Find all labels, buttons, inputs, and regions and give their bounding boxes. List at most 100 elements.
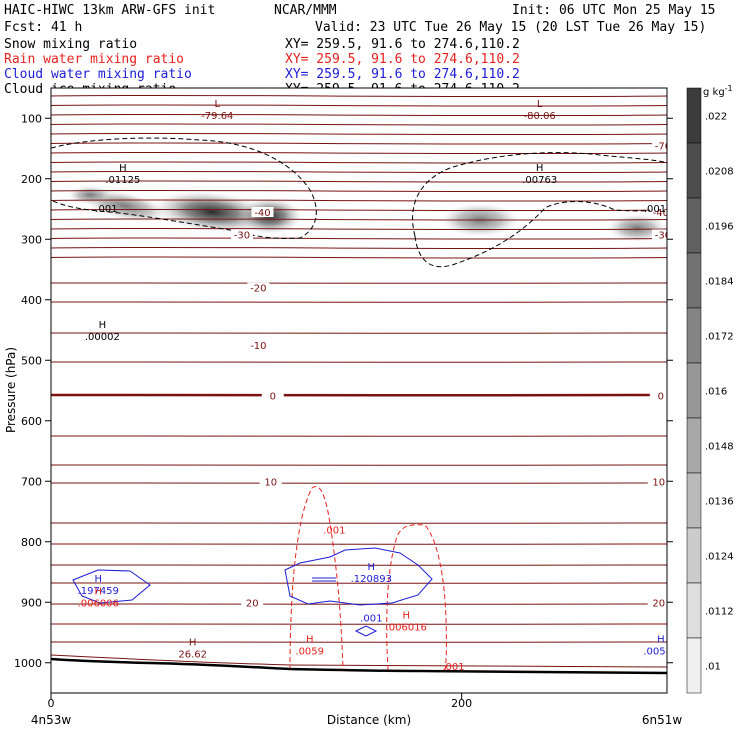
extremum-marker: L [215, 99, 221, 110]
contour-label: .001 [360, 613, 382, 624]
field-cloud-name: Cloud water mixing ratio [4, 67, 192, 82]
isotherm-label-bg [649, 207, 667, 218]
isotherm-label: 0 [270, 391, 276, 402]
cloud-contour-west [72, 569, 151, 604]
colorbar-label: .0112 [705, 607, 734, 618]
isotherm-label: -20 [250, 284, 266, 295]
isotherm-label-bg [647, 476, 667, 487]
header-forecast: Fcst: 41 h [4, 20, 82, 35]
isotherm-line [51, 464, 667, 466]
y-tick-label: 400 [21, 294, 42, 307]
extremum-value: .01125 [105, 175, 140, 186]
isotherm-label-bg [651, 140, 667, 151]
isotherm-label: -40 [254, 208, 270, 219]
colorbar-swatch [686, 362, 702, 419]
isotherm-line [51, 113, 667, 117]
ice-contour-west [51, 137, 317, 239]
y-tick-label: 300 [21, 233, 42, 246]
field-snow-name: Snow mixing ratio [4, 37, 137, 52]
isotherm-line [51, 582, 667, 584]
extremum-marker: H [94, 574, 102, 585]
extremum-value: .0059 [295, 647, 324, 658]
contour-label: .001 [323, 526, 345, 537]
isotherm-label: -10 [250, 341, 266, 352]
isotherm-line [51, 170, 667, 174]
colorbar-label: .016 [705, 387, 727, 398]
extremum-marker: H [657, 635, 665, 646]
isotherm-line [51, 199, 667, 202]
isotherm-line [51, 603, 667, 605]
plot-frame [50, 87, 668, 694]
x-endpoint-left: 4n53w [31, 713, 72, 727]
x-axis-label: Distance (km) [327, 713, 411, 727]
isotherm-line [51, 301, 667, 303]
isotherm-line [51, 227, 667, 231]
x-axis: 0 200 [48, 693, 472, 710]
isotherm-line [51, 180, 667, 183]
isotherm-label: 20 [246, 598, 259, 609]
rain-contour-east [386, 524, 447, 671]
isotherm-line [51, 237, 667, 240]
colorbar-swatch [686, 582, 702, 639]
colorbar-label: .0196 [705, 222, 734, 233]
isotherm-line [51, 332, 667, 334]
isotherm-line [51, 654, 667, 668]
isotherm-label-bg [651, 229, 667, 240]
colorbar-swatch [686, 472, 702, 529]
colorbar-label: .022 [705, 112, 727, 123]
snow-shading-west-edge [68, 186, 112, 204]
cloud-contour-center [284, 547, 433, 606]
cloud-contour-center-inner [312, 577, 336, 582]
extremum-marker: H [94, 586, 102, 597]
extremum-marker: L [537, 99, 543, 110]
x-tick-label: 0 [48, 697, 55, 710]
colorbar-swatch [686, 142, 702, 199]
extremum-marker: H [402, 610, 410, 621]
extremum-marker: H [306, 635, 314, 646]
isotherm-label-bg [647, 597, 667, 608]
isotherm-line [51, 104, 667, 107]
isotherm-line [51, 218, 667, 221]
x-endpoint-right: 6n51w [642, 713, 683, 727]
extremum-value: 26.62 [178, 650, 207, 661]
extremum-marker: H [189, 638, 197, 649]
isotherm-label: -30 [655, 230, 671, 241]
isotherm-line [51, 393, 667, 397]
isotherm-label-bg [241, 597, 264, 608]
colorbar-label: .0124 [705, 552, 734, 563]
ice-contour-center [412, 152, 667, 237]
colorbar-swatch [686, 87, 702, 144]
colorbar-label: .01 [705, 662, 721, 673]
header-title: HAIC-HIWC 13km ARW-GFS init [4, 3, 215, 18]
extremum-value: .006016 [386, 622, 427, 633]
contour-label: .001 [95, 204, 117, 215]
extremum-value: -79.64 [201, 111, 233, 122]
colorbar-swatch [686, 252, 702, 309]
isotherm-line [51, 482, 667, 484]
colorbar-label: .0148 [705, 442, 734, 453]
cloud-contour-small [354, 625, 378, 637]
y-tick-label: 100 [21, 112, 42, 125]
field-snow-xy: XY= 259.5, 91.6 to 274.6,110.2 [285, 37, 520, 52]
isotherm-line [51, 161, 667, 164]
field-rain-name: Rain water mixing ratio [4, 52, 184, 67]
isotherm-line [51, 564, 667, 566]
header-valid: Valid: 23 UTC Tue 26 May 15 (20 LST Tue … [315, 20, 706, 35]
ice-contour-east [414, 201, 667, 268]
isotherm-label-bg [259, 476, 282, 487]
isotherm-label-bg [247, 340, 270, 351]
plot-area [51, 88, 667, 693]
y-tick-label: 600 [21, 415, 42, 428]
isotherm-line [51, 623, 667, 625]
field-rain-xy: XY= 259.5, 91.6 to 274.6,110.2 [285, 52, 520, 67]
isotherm-label: 10 [264, 477, 277, 488]
extremum-marker: H [536, 163, 544, 174]
header-init: Init: 06 UTC Mon 25 May 15 [512, 3, 716, 18]
rain-contour-west [289, 486, 344, 671]
isotherm-line [51, 246, 667, 250]
isotherm-label: -40 [653, 208, 669, 219]
isotherm-label: 10 [652, 477, 665, 488]
